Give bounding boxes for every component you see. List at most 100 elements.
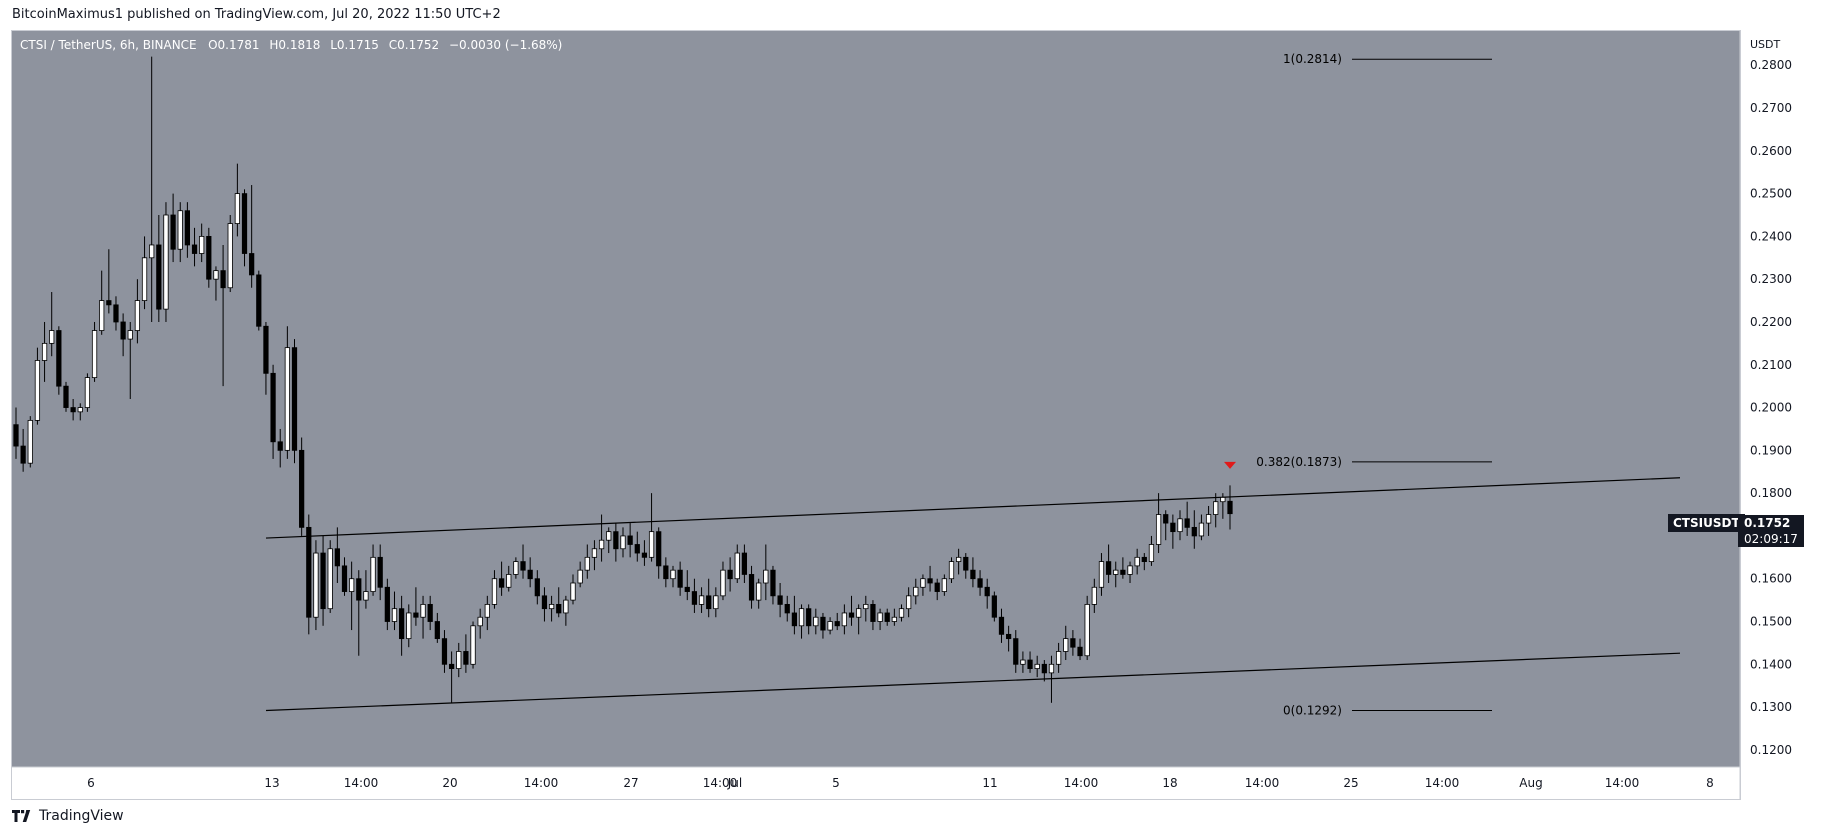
candle[interactable]	[534, 570, 540, 605]
candle[interactable]	[1141, 553, 1147, 571]
candle[interactable]	[448, 651, 455, 703]
candle[interactable]	[706, 578, 712, 618]
candle[interactable]	[620, 527, 626, 558]
candle[interactable]	[577, 561, 583, 588]
candle[interactable]	[820, 612, 826, 639]
candle[interactable]	[556, 587, 562, 618]
candle[interactable]	[863, 595, 869, 622]
candle[interactable]	[784, 595, 790, 622]
candle[interactable]	[1063, 625, 1069, 661]
candle[interactable]	[1134, 548, 1140, 575]
candle[interactable]	[1170, 514, 1176, 549]
candle[interactable]	[27, 416, 33, 468]
candle[interactable]	[356, 570, 362, 656]
candle[interactable]	[434, 612, 440, 643]
candle[interactable]	[199, 223, 205, 263]
candle[interactable]	[149, 56, 155, 322]
candle[interactable]	[470, 621, 476, 669]
candle[interactable]	[327, 540, 333, 613]
candle[interactable]	[1220, 493, 1226, 519]
candle[interactable]	[1006, 625, 1012, 652]
candle[interactable]	[977, 570, 983, 596]
candle[interactable]	[56, 326, 62, 395]
candle[interactable]	[441, 630, 448, 673]
candle[interactable]	[263, 321, 269, 395]
candle[interactable]	[213, 266, 219, 301]
candle[interactable]	[1020, 651, 1026, 673]
candle[interactable]	[791, 595, 798, 635]
candle[interactable]	[163, 202, 169, 322]
candle[interactable]	[1213, 493, 1219, 528]
candle[interactable]	[1120, 557, 1126, 579]
candle[interactable]	[484, 595, 490, 631]
footer-brand[interactable]: TradingView	[12, 808, 124, 824]
candle[interactable]	[991, 591, 997, 622]
candle[interactable]	[306, 514, 312, 635]
candle[interactable]	[891, 608, 897, 626]
candle[interactable]	[20, 428, 26, 472]
candle[interactable]	[920, 574, 926, 596]
candle[interactable]	[841, 604, 847, 635]
candle[interactable]	[584, 544, 590, 579]
candle[interactable]	[520, 544, 526, 579]
candle[interactable]	[1084, 595, 1090, 661]
candle[interactable]	[606, 527, 612, 554]
candle[interactable]	[384, 578, 390, 631]
candle[interactable]	[641, 540, 648, 566]
candle[interactable]	[156, 215, 162, 322]
candle[interactable]	[1127, 561, 1133, 583]
candle[interactable]	[291, 339, 298, 464]
candle[interactable]	[856, 604, 862, 635]
candle[interactable]	[141, 236, 148, 310]
candle[interactable]	[120, 313, 126, 357]
candle[interactable]	[13, 407, 19, 459]
candle[interactable]	[91, 321, 98, 382]
candle[interactable]	[798, 604, 805, 639]
candle[interactable]	[241, 189, 248, 267]
candle[interactable]	[299, 437, 305, 536]
channel-lower-line[interactable]	[265, 652, 1681, 712]
candle[interactable]	[734, 544, 740, 583]
candle[interactable]	[349, 561, 355, 631]
candle[interactable]	[334, 527, 340, 583]
candle[interactable]	[341, 557, 348, 596]
candle[interactable]	[934, 578, 940, 601]
candle[interactable]	[777, 583, 783, 618]
candle[interactable]	[834, 612, 840, 631]
candle[interactable]	[1113, 561, 1119, 588]
candle[interactable]	[506, 565, 512, 592]
candle[interactable]	[34, 347, 41, 425]
candle[interactable]	[320, 535, 326, 626]
candle[interactable]	[613, 523, 619, 562]
candle[interactable]	[806, 604, 812, 635]
candle[interactable]	[998, 608, 1005, 643]
candle[interactable]	[191, 227, 198, 267]
candle[interactable]	[906, 587, 912, 618]
candle[interactable]	[277, 428, 283, 468]
candle[interactable]	[984, 578, 990, 609]
candle[interactable]	[898, 604, 905, 622]
candle[interactable]	[1148, 535, 1155, 566]
candle[interactable]	[41, 321, 48, 382]
candle[interactable]	[941, 574, 947, 596]
candle[interactable]	[963, 553, 969, 579]
candle[interactable]	[206, 227, 212, 288]
candle[interactable]	[541, 587, 548, 622]
candle[interactable]	[1205, 505, 1212, 536]
candle[interactable]	[848, 595, 855, 626]
candle[interactable]	[927, 565, 933, 592]
candle[interactable]	[1027, 651, 1033, 673]
candle[interactable]	[313, 540, 319, 631]
candle[interactable]	[648, 493, 655, 562]
candle[interactable]	[913, 578, 919, 605]
candle[interactable]	[570, 574, 576, 605]
candle[interactable]	[84, 373, 91, 412]
candle[interactable]	[1177, 510, 1183, 541]
candle[interactable]	[1184, 501, 1190, 536]
candle[interactable]	[684, 570, 690, 601]
candle[interactable]	[1070, 630, 1076, 656]
candle[interactable]	[106, 249, 112, 314]
candle[interactable]	[220, 244, 226, 387]
candle[interactable]	[1055, 642, 1062, 673]
